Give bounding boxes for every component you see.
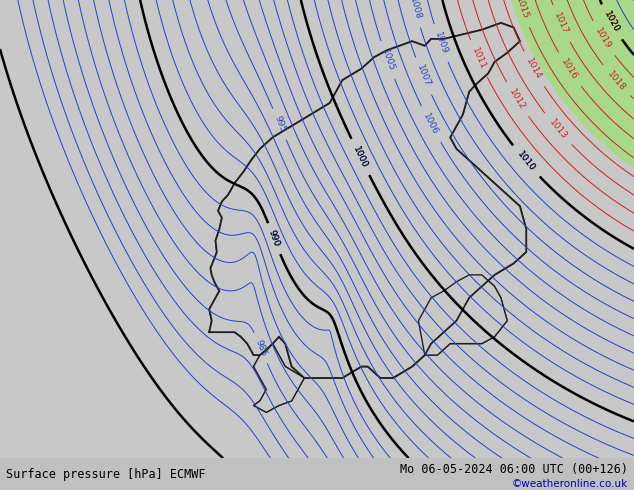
Text: 1010: 1010	[515, 149, 537, 173]
Text: 1005: 1005	[380, 48, 396, 73]
Text: 1020: 1020	[602, 10, 621, 34]
Text: 1011: 1011	[470, 47, 487, 71]
Text: 1007: 1007	[415, 64, 432, 89]
Text: 1008: 1008	[408, 0, 422, 21]
Text: 1016: 1016	[559, 58, 579, 82]
Text: 985: 985	[254, 338, 268, 358]
Text: 990: 990	[267, 229, 281, 248]
Polygon shape	[418, 275, 507, 355]
Text: 1018: 1018	[605, 69, 627, 93]
Text: 1020: 1020	[602, 10, 621, 34]
Text: 1006: 1006	[422, 112, 440, 137]
Polygon shape	[254, 343, 304, 413]
Text: 1000: 1000	[351, 145, 369, 170]
Text: 1017: 1017	[552, 12, 569, 36]
Text: Surface pressure [hPa] ECMWF: Surface pressure [hPa] ECMWF	[6, 467, 206, 481]
Polygon shape	[209, 23, 526, 378]
Polygon shape	[209, 23, 526, 378]
Text: ©weatheronline.co.uk: ©weatheronline.co.uk	[512, 479, 628, 489]
Text: 1000: 1000	[351, 145, 369, 170]
Text: 1014: 1014	[524, 57, 543, 81]
Text: 1013: 1013	[547, 118, 569, 141]
Polygon shape	[254, 343, 304, 413]
Text: Mo 06-05-2024 06:00 UTC (00+126): Mo 06-05-2024 06:00 UTC (00+126)	[399, 463, 628, 476]
Text: 1015: 1015	[514, 0, 530, 21]
Text: 995: 995	[272, 115, 287, 134]
Text: 990: 990	[267, 229, 281, 248]
Text: 1010: 1010	[515, 149, 537, 173]
Text: 1019: 1019	[593, 26, 613, 51]
Text: 1012: 1012	[507, 87, 527, 112]
Text: 1009: 1009	[432, 31, 449, 55]
Polygon shape	[418, 275, 507, 355]
